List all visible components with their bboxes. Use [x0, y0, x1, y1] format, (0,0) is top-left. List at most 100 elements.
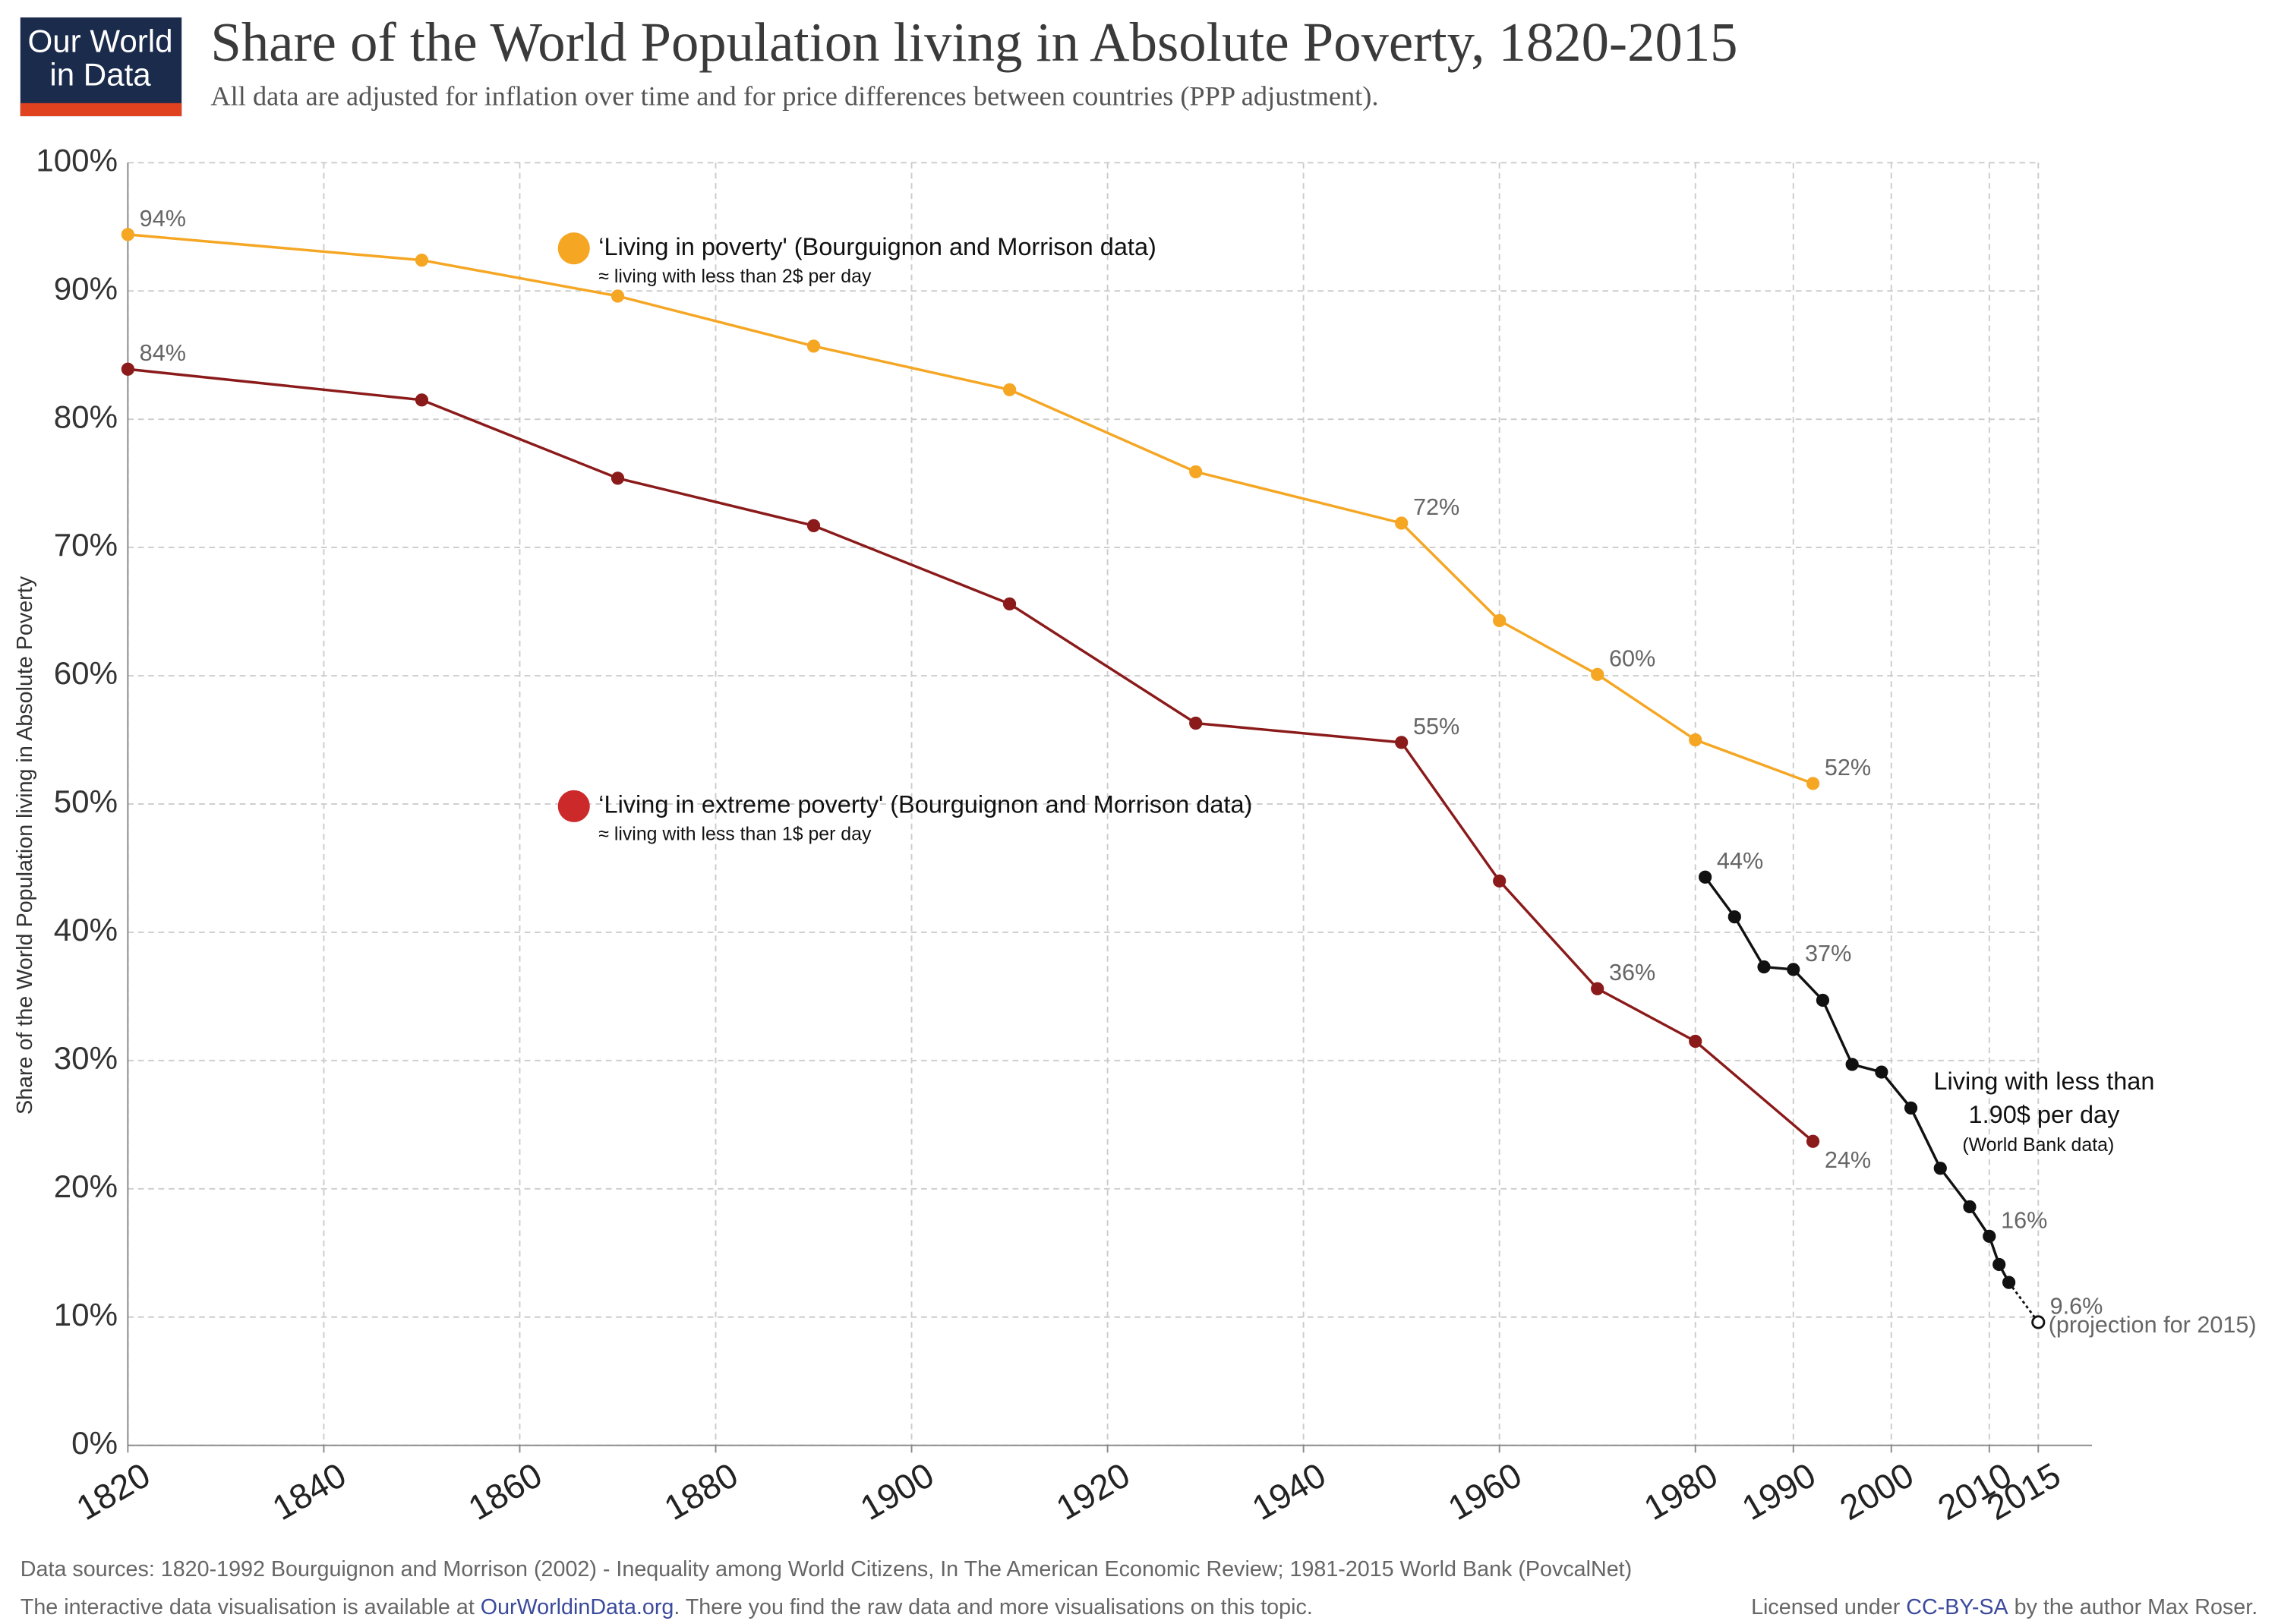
y-tick-label: 60%: [54, 655, 118, 691]
logo-box: [20, 17, 182, 117]
data-point: [1933, 1162, 1947, 1175]
data-point: [415, 393, 429, 407]
data-label: 55%: [1413, 714, 1459, 739]
footer-note: The interactive data visualisation is av…: [21, 1595, 1313, 1619]
legend-description: ≈ living with less than 1$ per day: [598, 824, 872, 845]
data-point: [121, 228, 134, 241]
x-tick-label: 1820: [70, 1455, 156, 1528]
projection-line: [2008, 1282, 2040, 1323]
series-line: [128, 233, 1814, 785]
data-point: [1689, 733, 1702, 747]
series-description: (World Bank data): [1962, 1134, 2114, 1156]
legend-label: ‘Living in extreme poverty' (Bourguignon…: [598, 790, 1252, 818]
x-tick-label: 1920: [1049, 1455, 1136, 1528]
footer-text: The interactive data visualisation is av…: [21, 1595, 481, 1619]
x-tick-label: 2000: [1833, 1455, 1920, 1528]
data-point: [806, 339, 821, 353]
data-label: 52%: [1825, 755, 1871, 780]
x-tick-label: 1940: [1245, 1455, 1332, 1528]
x-tick-label: 1980: [1637, 1455, 1724, 1528]
logo-bar: [20, 102, 182, 117]
data-point: [1591, 667, 1604, 681]
footer-license: Licensed under CC-BY-SA by the author Ma…: [1751, 1595, 2257, 1619]
legend-label: ‘Living in poverty' (Bourguignon and Mor…: [598, 233, 1156, 260]
data-point: [806, 519, 821, 532]
data-point: [1816, 993, 1830, 1008]
legend-description: ≈ living with less than 2$ per day: [598, 266, 872, 287]
x-tick-label: 1900: [853, 1455, 940, 1528]
data-point: [1189, 465, 1203, 479]
y-tick-label: 50%: [54, 784, 118, 819]
data-point: [1591, 982, 1604, 995]
legend-marker: [557, 232, 590, 265]
data-point: [1875, 1065, 1888, 1079]
chart-subtitle: All data are adjusted for inflation over…: [210, 80, 1378, 111]
y-tick-label: 10%: [54, 1297, 118, 1332]
footer-link[interactable]: OurWorldinData.org: [481, 1595, 674, 1619]
footer-text: by the author Max Roser.: [2008, 1595, 2257, 1619]
legend-marker: [557, 790, 590, 822]
series-annotation: Living with less than 1.90$ per day: [1933, 1067, 2155, 1129]
x-tick-label: 1960: [1441, 1455, 1528, 1528]
data-label: 44%: [1717, 848, 1763, 874]
x-tick-label: 1860: [462, 1455, 548, 1528]
chart-title: Share of the World Population living in …: [210, 11, 1737, 73]
y-tick-label: 20%: [54, 1168, 118, 1204]
data-point: [1002, 383, 1017, 396]
data-point: [1002, 597, 1017, 611]
data-label: 16%: [2001, 1207, 2047, 1233]
logo-text: Our World: [28, 24, 173, 59]
data-label: 37%: [1805, 941, 1851, 967]
data-label: 9.6%: [2050, 1293, 2103, 1319]
y-tick-label: 40%: [54, 912, 118, 948]
footer-text: . There you find the raw data and more v…: [674, 1595, 1312, 1619]
data-label: 24%: [1825, 1147, 1871, 1173]
data-point: [1699, 870, 1712, 884]
data-point: [1493, 613, 1507, 628]
data-point: [1992, 1257, 2006, 1272]
data-label: 72%: [1413, 494, 1459, 520]
y-tick-label: 100%: [36, 142, 118, 178]
logo-text: in Data: [49, 57, 151, 93]
data-label: 60%: [1609, 645, 1655, 671]
data-point: [1395, 736, 1409, 749]
data-point: [2031, 1315, 2046, 1329]
y-tick-label: 70%: [54, 527, 118, 563]
data-point: [1963, 1200, 1977, 1214]
y-axis-label: Share of the World Population living in …: [13, 575, 37, 1115]
data-point: [1845, 1058, 1859, 1071]
data-point: [2002, 1276, 2016, 1289]
data-point: [415, 254, 429, 267]
y-tick-label: 0%: [71, 1425, 118, 1461]
data-label: 84%: [140, 340, 186, 366]
data-point: [1689, 1034, 1702, 1049]
x-tick-label: 1840: [266, 1455, 352, 1528]
projection-note: (projection for 2015): [2049, 1312, 2257, 1338]
data-point: [1727, 910, 1741, 924]
x-tick-label: 1990: [1735, 1455, 1822, 1528]
data-point: [1806, 1134, 1820, 1148]
data-point: [1904, 1101, 1918, 1115]
footer-sources: Data sources: 1820-1992 Bourguignon and …: [21, 1557, 1632, 1581]
series-name: Living with less than 1.90$ per day: [1933, 1067, 2155, 1129]
data-point: [1757, 960, 1771, 974]
license-link[interactable]: CC-BY-SA: [1906, 1595, 2008, 1619]
data-point: [1493, 874, 1507, 888]
data-label: 94%: [140, 206, 186, 232]
data-point: [1787, 963, 1800, 976]
series-line: [128, 367, 1814, 1143]
x-tick-label: 1880: [658, 1455, 744, 1528]
data-point: [611, 289, 625, 303]
data-point: [1395, 516, 1409, 530]
y-tick-label: 90%: [54, 270, 118, 306]
footer-text: Licensed under: [1751, 1595, 1906, 1619]
y-tick-label: 80%: [54, 399, 118, 434]
data-point: [1983, 1229, 1996, 1243]
data-label: 36%: [1609, 960, 1655, 985]
data-point: [611, 471, 625, 485]
data-point: [121, 362, 134, 376]
y-tick-label: 30%: [54, 1040, 118, 1076]
data-point: [1189, 716, 1203, 730]
data-point: [1806, 777, 1820, 790]
